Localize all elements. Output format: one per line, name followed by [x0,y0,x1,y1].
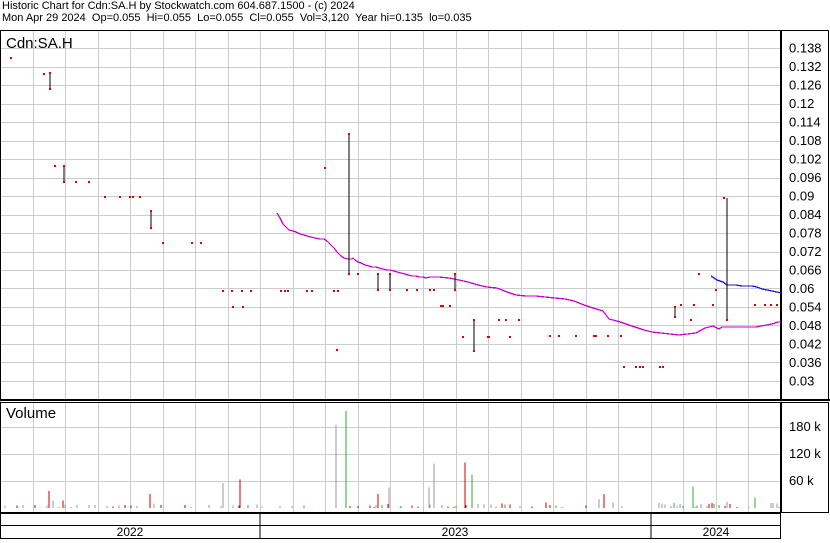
svg-text:2022: 2022 [117,525,144,539]
svg-text:0.06: 0.06 [789,281,814,296]
svg-text:0.09: 0.09 [789,189,814,204]
svg-text:0.078: 0.078 [789,226,822,241]
svg-text:Volume: Volume [6,405,56,422]
svg-text:120 k: 120 k [789,446,821,461]
svg-text:0.03: 0.03 [789,373,814,388]
svg-text:0.102: 0.102 [789,152,822,167]
svg-text:2023: 2023 [442,525,469,539]
svg-text:0.108: 0.108 [789,133,822,148]
svg-text:0.12: 0.12 [789,96,814,111]
svg-text:0.042: 0.042 [789,336,822,351]
svg-text:0.048: 0.048 [789,318,822,333]
svg-text:0.114: 0.114 [789,115,821,130]
svg-text:0.132: 0.132 [789,59,822,74]
svg-text:0.096: 0.096 [789,170,822,185]
svg-text:0.072: 0.072 [789,244,822,259]
svg-text:0.036: 0.036 [789,355,822,370]
svg-text:Cdn:SA.H: Cdn:SA.H [6,35,73,52]
svg-text:0.126: 0.126 [789,78,822,93]
svg-text:2024: 2024 [703,525,730,539]
svg-text:180 k: 180 k [789,419,821,434]
svg-text:60 k: 60 k [789,473,814,488]
svg-text:0.084: 0.084 [789,207,822,222]
svg-text:0.138: 0.138 [789,41,822,56]
svg-text:0.054: 0.054 [789,299,822,314]
svg-text:0.066: 0.066 [789,263,822,278]
